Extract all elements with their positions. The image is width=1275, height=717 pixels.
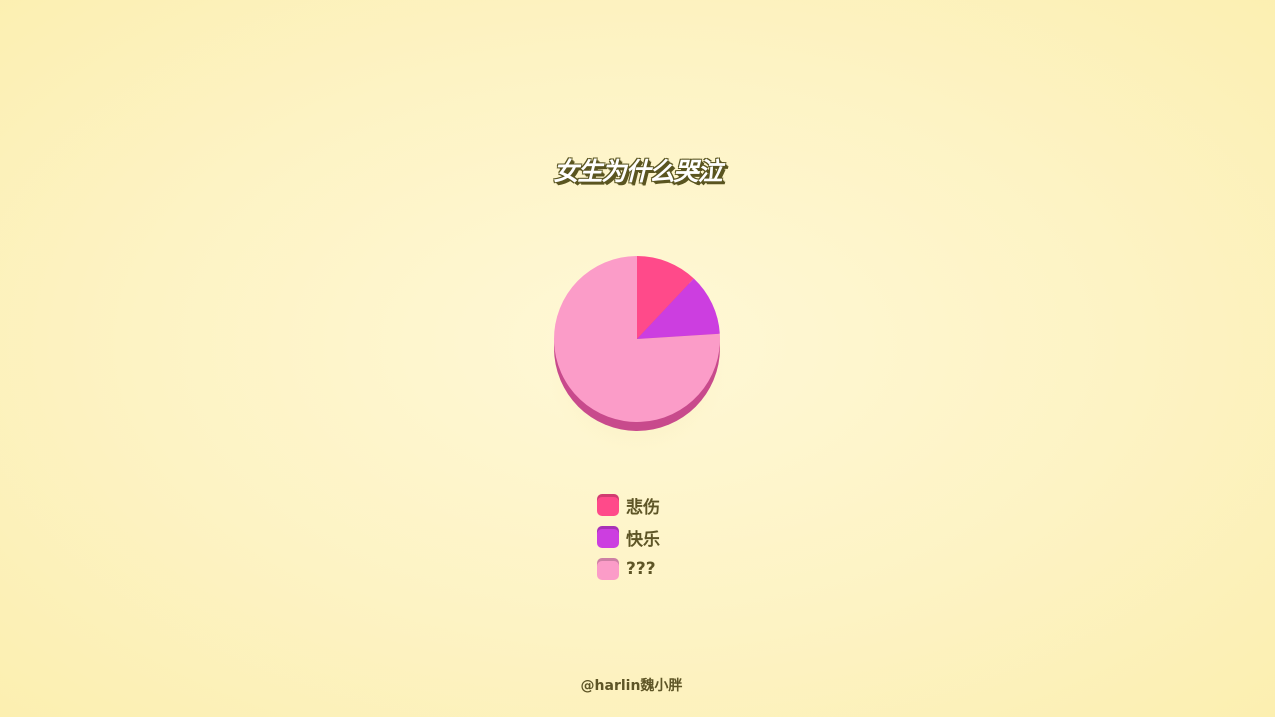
legend-label: 快乐 (626, 529, 660, 550)
legend-label: 悲伤 (626, 497, 660, 518)
legend-swatch (597, 526, 619, 548)
pie-slice-0[interactable] (637, 256, 694, 339)
legend: 悲伤快乐??? (597, 489, 660, 585)
legend-item[interactable]: ??? (597, 553, 660, 585)
legend-item[interactable]: 悲伤 (597, 489, 660, 521)
author-credit: @harlin魏小胖 (580, 678, 683, 694)
pie-chart (548, 256, 726, 454)
chart-title: 女生为什么哭泣 (553, 157, 722, 186)
legend-item[interactable]: 快乐 (597, 521, 660, 553)
legend-swatch (597, 558, 619, 580)
pie-slice-1[interactable] (637, 278, 720, 339)
pie-slice-2[interactable] (554, 256, 720, 422)
legend-label: ??? (626, 559, 656, 579)
legend-swatch (597, 494, 619, 516)
